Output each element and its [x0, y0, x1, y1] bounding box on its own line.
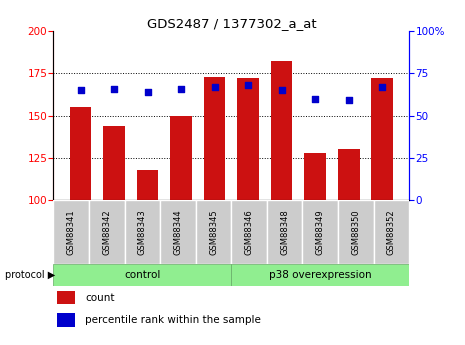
- Point: [312, 96, 319, 101]
- Text: GSM88349: GSM88349: [316, 209, 325, 255]
- Text: percentile rank within the sample: percentile rank within the sample: [86, 315, 261, 325]
- Bar: [271, 61, 292, 200]
- Text: GSM88344: GSM88344: [173, 209, 182, 255]
- Text: GSM88342: GSM88342: [102, 209, 111, 255]
- Bar: [170, 116, 192, 200]
- Bar: [160, 200, 196, 264]
- Bar: [204, 77, 226, 200]
- Title: GDS2487 / 1377302_a_at: GDS2487 / 1377302_a_at: [146, 17, 316, 30]
- Text: count: count: [86, 293, 115, 303]
- Text: GSM88346: GSM88346: [245, 209, 253, 255]
- Point: [177, 86, 185, 91]
- Bar: [232, 264, 409, 286]
- Text: control: control: [124, 270, 160, 280]
- Text: protocol ▶: protocol ▶: [5, 270, 55, 280]
- Text: GSM88348: GSM88348: [280, 209, 289, 255]
- Point: [278, 87, 286, 93]
- Point: [379, 84, 386, 90]
- Text: GSM88350: GSM88350: [352, 209, 360, 255]
- Point: [211, 84, 218, 90]
- Text: GSM88352: GSM88352: [387, 209, 396, 255]
- Point: [77, 87, 84, 93]
- Bar: [125, 200, 160, 264]
- Point: [345, 98, 352, 103]
- Bar: [371, 78, 393, 200]
- Bar: [267, 200, 303, 264]
- Bar: [53, 264, 232, 286]
- Point: [144, 89, 151, 95]
- Bar: [338, 149, 359, 200]
- Bar: [338, 200, 374, 264]
- Bar: [57, 291, 75, 304]
- Text: GSM88345: GSM88345: [209, 209, 218, 255]
- Bar: [53, 200, 89, 264]
- Bar: [374, 200, 409, 264]
- Text: GSM88341: GSM88341: [67, 209, 76, 255]
- Bar: [196, 200, 232, 264]
- Bar: [89, 200, 125, 264]
- Text: GSM88343: GSM88343: [138, 209, 147, 255]
- Bar: [103, 126, 125, 200]
- Bar: [57, 313, 75, 327]
- Point: [110, 86, 118, 91]
- Point: [245, 82, 252, 88]
- Bar: [70, 107, 92, 200]
- Bar: [303, 200, 338, 264]
- Bar: [232, 200, 267, 264]
- Bar: [304, 153, 326, 200]
- Bar: [137, 170, 159, 200]
- Text: p38 overexpression: p38 overexpression: [269, 270, 372, 280]
- Bar: [237, 78, 259, 200]
